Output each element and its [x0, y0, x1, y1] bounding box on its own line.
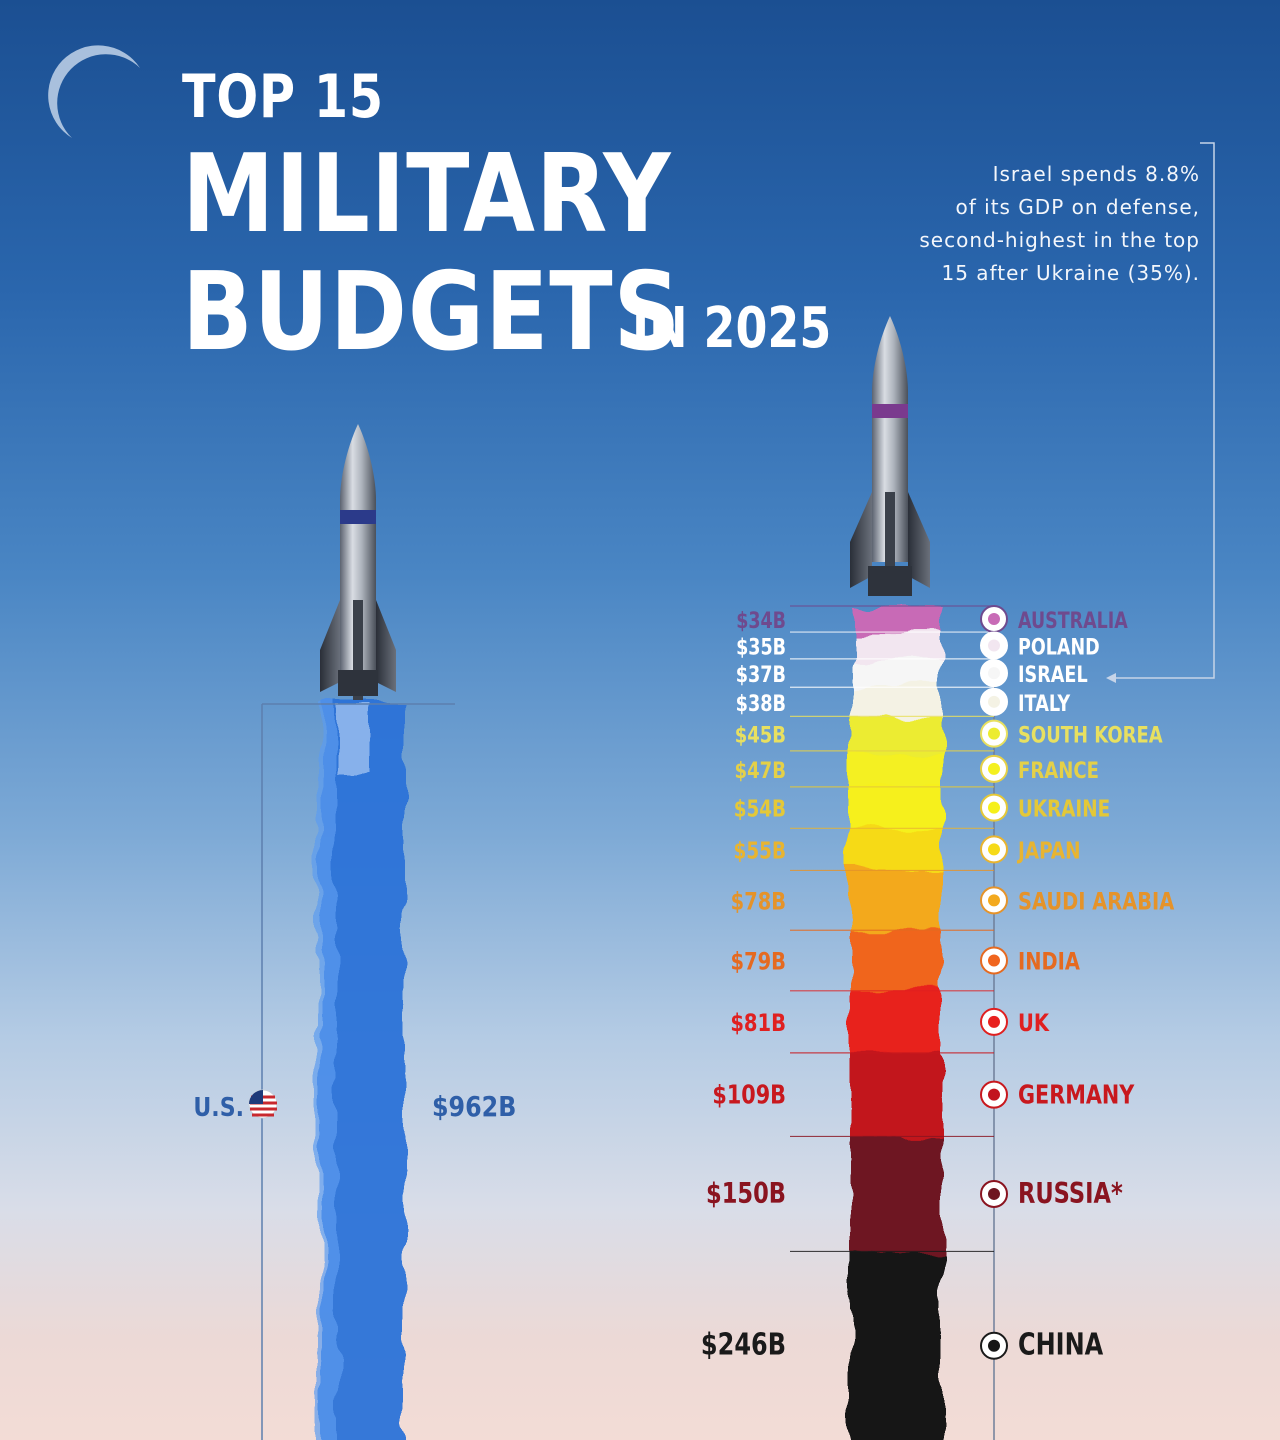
stack-value-label: $37B [736, 661, 786, 688]
stack-value-label: $34B [736, 608, 786, 633]
stack-segment-japan [850, 828, 942, 873]
stack-segment-saudi-arabia [850, 870, 942, 933]
stack-value-label: $109B [712, 1079, 786, 1110]
title-main-line1: MILITARY [182, 132, 672, 257]
stack-value-label: $54B [734, 796, 786, 823]
stack-segment-italy [850, 687, 942, 719]
moon-icon [48, 45, 140, 138]
stack-value-label: $35B [736, 635, 786, 660]
stack-country-label: UKRAINE [1018, 796, 1110, 823]
flag-icon-center [988, 1339, 1000, 1352]
stack-value-label: $47B [735, 757, 786, 784]
stack-value-label: $38B [736, 690, 786, 717]
annotation-pointer-line [1112, 142, 1215, 679]
stack-segment-france [850, 750, 942, 789]
stack-segment-germany [850, 1052, 942, 1139]
stack-value-label: $78B [731, 888, 786, 916]
us-flag-icon [248, 1089, 278, 1119]
annotation-line: Israel spends 8.8% [992, 162, 1200, 186]
flag-icon-center [988, 695, 1000, 708]
annotation-line: of its GDP on defense, [955, 195, 1200, 219]
stack-country-label: CHINA [1018, 1328, 1103, 1362]
stack-country-label: ISRAEL [1018, 661, 1088, 688]
stack-divider-lines [790, 605, 994, 1253]
flag-icon-center [988, 954, 1000, 967]
annotation-line: 15 after Ukraine (35%). [941, 261, 1200, 285]
us-value-label: $962B [432, 1091, 516, 1123]
stack-country-label: JAPAN [1016, 837, 1080, 864]
stack-segment-australia [850, 606, 942, 635]
stack-segment-china [850, 1251, 942, 1440]
us-country-label: U.S. [193, 1092, 244, 1122]
annotation-line: second-highest in the top [919, 228, 1200, 252]
us-rocket-icon [320, 424, 396, 700]
annotation-arrow-icon [1106, 673, 1116, 683]
stack-country-label: FRANCE [1018, 757, 1099, 784]
stack-country-label: UK [1018, 1009, 1050, 1038]
title-suffix: IN 2025 [632, 296, 832, 361]
flag-icon-center [988, 1088, 1000, 1101]
stack-country-label: GERMANY [1018, 1079, 1135, 1110]
stack-country-label: ITALY [1018, 690, 1071, 717]
stack-labels: $34B AUSTRALIA $35B POLAND $37B ISRAEL $38B ITA… [701, 605, 1174, 1362]
flag-icon-center [988, 667, 1000, 680]
stack-rocket-icon [850, 316, 930, 596]
stack-segment-south-korea [850, 716, 942, 753]
stack-value-label: $150B [706, 1178, 786, 1211]
title-main-line2: BUDGETS [182, 250, 682, 375]
stack-country-label: INDIA [1018, 949, 1080, 977]
stack-country-label: AUSTRALIA [1018, 608, 1128, 633]
us-smoke-column [318, 702, 404, 1440]
stack-country-label: RUSSIA* [1018, 1178, 1123, 1211]
stack-value-label: $45B [735, 722, 786, 749]
stack-value-label: $55B [734, 837, 786, 864]
flag-icon-center [988, 762, 1000, 775]
flag-icon-center [988, 613, 1000, 626]
flag-icon-center [988, 639, 1000, 652]
israel-annotation: Israel spends 8.8% of its GDP on defense… [870, 158, 1200, 290]
stack-segment-uk [850, 990, 942, 1055]
stack-value-label: $81B [730, 1009, 786, 1038]
flag-icon-center [988, 843, 1000, 856]
stack-country-label: POLAND [1018, 635, 1100, 660]
flag-icon-center [988, 1015, 1000, 1028]
stack-segment-israel [850, 658, 942, 690]
flag-icon-center [988, 894, 1000, 907]
stack-value-label: $79B [731, 949, 786, 977]
stack-segment-india [850, 930, 942, 993]
stack-segment-russia [850, 1136, 942, 1254]
stack-value-label: $246B [701, 1328, 786, 1362]
flag-icon-center [988, 801, 1000, 814]
stack-segment-poland [850, 632, 942, 661]
stack-country-label: SAUDI ARABIA [1018, 888, 1174, 916]
stack-segment-ukraine [850, 786, 942, 831]
flag-icon-center [988, 1187, 1000, 1200]
stacked-smoke-column [850, 606, 942, 1440]
flag-icon-center [988, 727, 1000, 740]
stack-country-label: SOUTH KOREA [1018, 722, 1163, 749]
title-top: TOP 15 [182, 62, 384, 132]
